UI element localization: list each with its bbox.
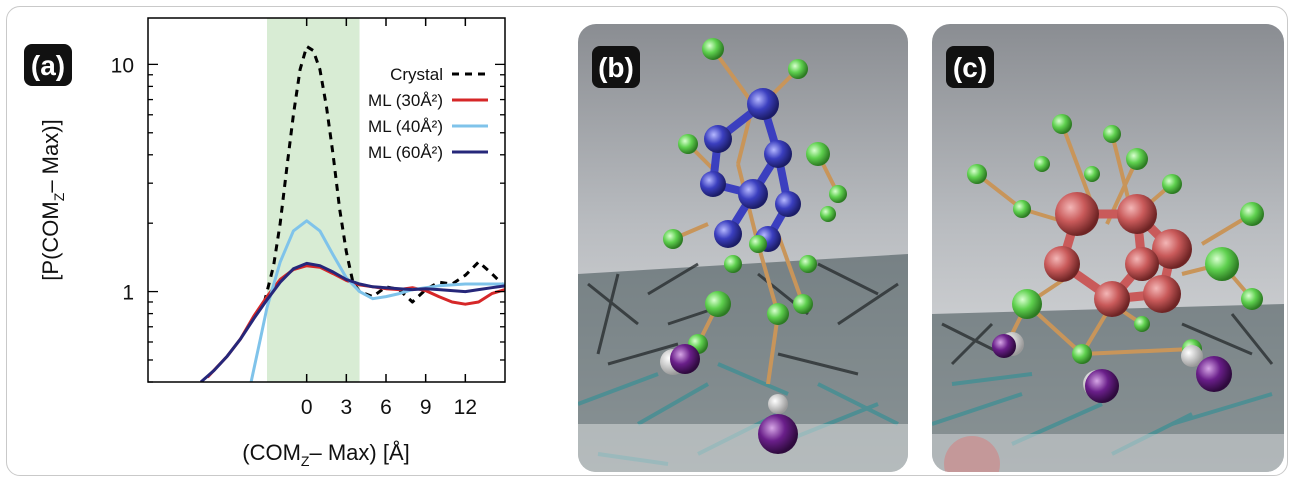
series-line-2 bbox=[249, 219, 505, 382]
plot-frame bbox=[147, 17, 506, 383]
legend-label-1: ML (30Å²) bbox=[368, 91, 443, 110]
series-line-0 bbox=[262, 44, 505, 304]
x-tick-label: 0 bbox=[301, 396, 313, 419]
panel-b-label-box bbox=[592, 46, 640, 88]
panel-a-label-box bbox=[24, 44, 72, 86]
x-axis-label: (COMZ– Max) [Å] bbox=[242, 440, 409, 469]
x-tick-label: 9 bbox=[420, 396, 432, 419]
x-tick-label: 3 bbox=[340, 396, 352, 419]
molecule-render-panel-b: (b) bbox=[578, 24, 908, 472]
panel-b-label: (b) bbox=[598, 52, 634, 83]
shaded-region bbox=[267, 18, 360, 382]
x-tick-label: 6 bbox=[380, 396, 392, 419]
molecule-render-panel-c: (c) bbox=[932, 24, 1284, 472]
y-axis-label: [P(COMZ– Max)] bbox=[38, 119, 67, 280]
series-line-3 bbox=[199, 261, 505, 382]
panel-c-label: (c) bbox=[953, 52, 987, 83]
panel-c-label-box bbox=[946, 46, 994, 88]
legend-label-3: ML (60Å²) bbox=[368, 143, 443, 162]
chart-panel-a: (a) 0 3 6 9 12 1 10 Crystal ML (30Å²) ML (40Å²) M… bbox=[24, 17, 506, 469]
panel-a-label: (a) bbox=[31, 50, 65, 81]
x-tick-label: 12 bbox=[454, 396, 477, 419]
legend-label-2: ML (40Å²) bbox=[368, 117, 443, 136]
y-tick-label: 1 bbox=[122, 282, 134, 305]
y-tick-label: 10 bbox=[111, 54, 134, 77]
legend-label-0: Crystal bbox=[390, 65, 443, 84]
